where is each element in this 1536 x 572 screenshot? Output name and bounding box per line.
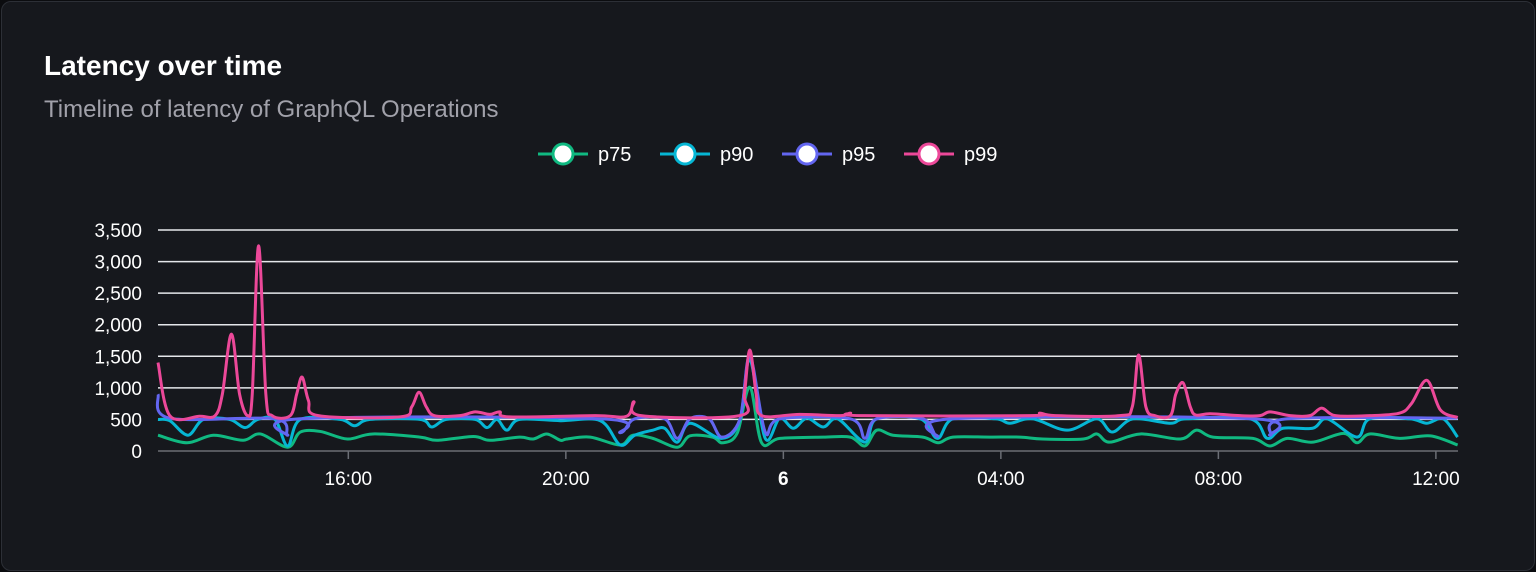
y-tick-label: 1,000 [94, 379, 142, 400]
x-tick-label: 6 [778, 469, 789, 490]
y-tick-label: 3,500 [94, 221, 142, 242]
legend-label-p90[interactable]: p90 [720, 144, 753, 166]
legend-label-p95[interactable]: p95 [842, 144, 875, 166]
legend-label-p75[interactable]: p75 [598, 144, 631, 166]
legend-marker-p95 [795, 142, 819, 166]
series-line-p75 [157, 385, 1459, 449]
y-tick-label: 1,500 [94, 347, 142, 368]
x-tick-label: 08:00 [1195, 469, 1243, 490]
y-tick-label: 3,000 [94, 253, 142, 274]
x-tick-label: 20:00 [542, 469, 590, 490]
series-line-p99 [156, 244, 1459, 422]
y-tick-label: 2,500 [94, 284, 142, 305]
legend-marker-p99 [917, 142, 941, 166]
y-tick-label: 500 [110, 410, 142, 431]
x-tick-label: 12:00 [1412, 469, 1460, 490]
y-tick-label: 0 [131, 442, 142, 463]
legend-marker-p75 [551, 142, 575, 166]
y-tick-label: 2,000 [94, 316, 142, 337]
x-tick-label: 16:00 [325, 469, 373, 490]
legend-marker-p90 [673, 142, 697, 166]
x-tick-label: 04:00 [977, 469, 1025, 490]
chart-subtitle: Timeline of latency of GraphQL Operation… [44, 96, 499, 123]
legend-label-p99[interactable]: p99 [964, 144, 997, 166]
series-line-p90 [157, 357, 1459, 448]
chart-title: Latency over time [44, 50, 283, 81]
